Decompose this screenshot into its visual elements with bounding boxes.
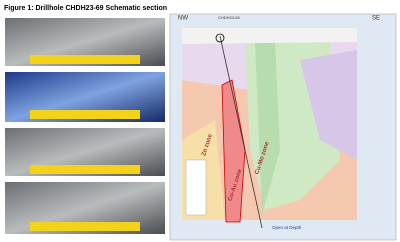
section: NW SE CHDH23-69 Zn zone Cu-Au zone Cu-Mo…: [169, 13, 397, 241]
unit: [300, 50, 357, 160]
figure-title: Figure 1: Drillhole CHDH23-69 Schematic …: [4, 5, 167, 12]
cu-au-body: [221, 79, 246, 223]
unit: [255, 40, 280, 215]
drillhole-trace: [219, 35, 263, 229]
caption-bar: [30, 110, 140, 119]
se-label: SE: [372, 16, 380, 22]
cover: [182, 28, 357, 44]
drillhole-label: CHDH23-69: [218, 15, 241, 20]
caption-bar: [30, 165, 140, 174]
nw-label: NW: [178, 16, 188, 22]
note: Open at Depth: [272, 225, 302, 230]
legend-box: [185, 159, 207, 216]
collar: [215, 33, 225, 43]
caption-bar: [30, 222, 140, 231]
caption-bar: [30, 55, 140, 64]
core-photos: [5, 18, 165, 234]
